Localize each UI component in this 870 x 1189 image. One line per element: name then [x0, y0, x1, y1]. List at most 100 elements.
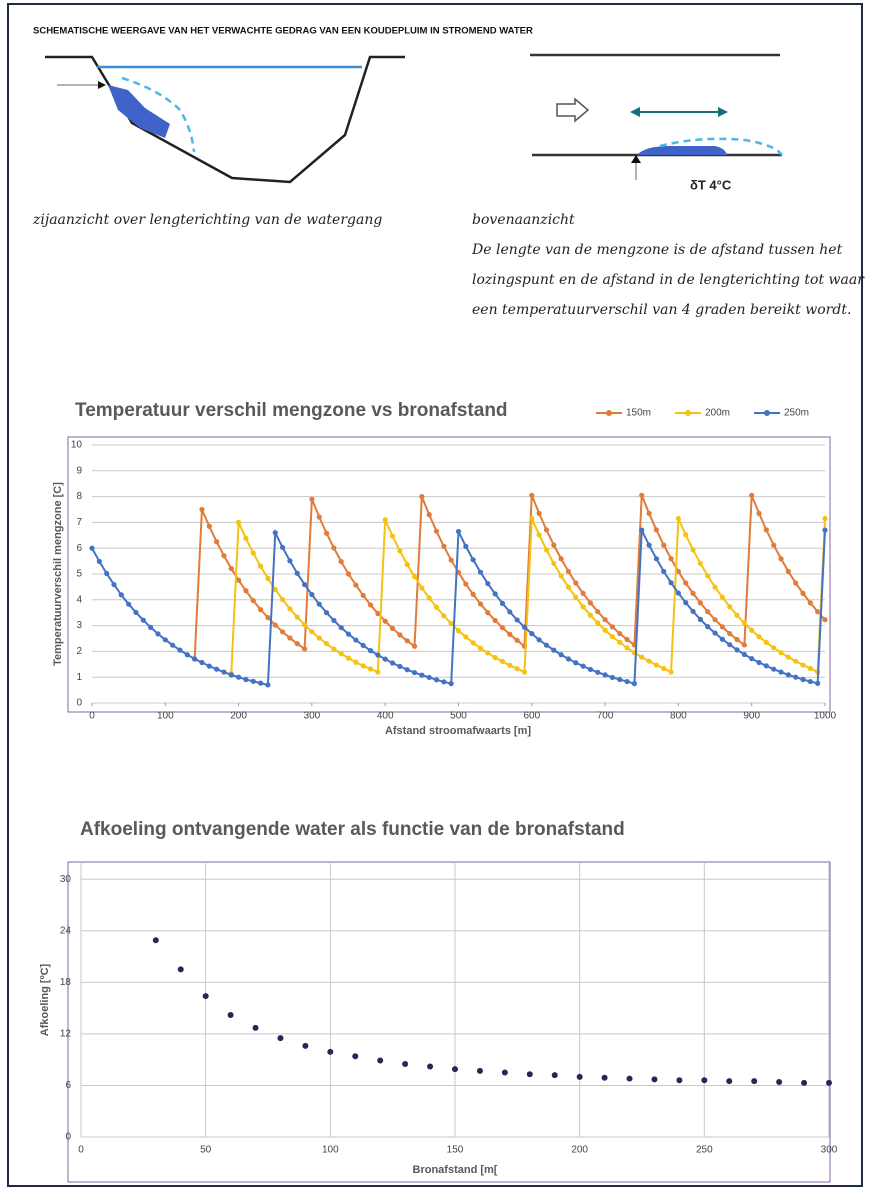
marker	[771, 645, 777, 651]
header-title: SCHEMATISCHE WEERGAVE VAN HET VERWACHTE …	[33, 26, 533, 37]
marker	[778, 669, 784, 675]
point	[476, 1067, 483, 1074]
marker	[529, 515, 535, 522]
marker	[294, 641, 300, 647]
marker	[96, 558, 102, 564]
x-tick-label: 0	[89, 711, 95, 722]
point	[601, 1074, 608, 1081]
x-tick-label: 300	[821, 1145, 838, 1156]
marker	[199, 506, 205, 513]
marker	[800, 676, 806, 683]
legend-label: 200m	[705, 408, 730, 419]
marker	[111, 581, 117, 588]
marker	[587, 612, 594, 618]
marker	[639, 527, 645, 533]
marker	[719, 594, 725, 600]
y-tick-label: 30	[60, 874, 72, 885]
marker	[492, 617, 498, 624]
marker	[419, 494, 425, 500]
x-tick-label: 0	[78, 1145, 84, 1156]
marker	[228, 565, 234, 572]
point	[551, 1072, 558, 1079]
marker	[807, 678, 813, 685]
x-tick-label: 600	[523, 711, 540, 722]
marker	[749, 656, 755, 662]
marker	[741, 620, 747, 626]
marker	[727, 630, 733, 637]
marker	[558, 652, 564, 658]
marker	[697, 560, 703, 567]
marker	[287, 606, 293, 612]
marker	[309, 496, 315, 502]
marker	[529, 630, 535, 637]
x-tick-label: 800	[670, 711, 687, 722]
marker	[345, 571, 352, 577]
marker	[118, 592, 124, 598]
x-tick-label: 1000	[814, 711, 837, 722]
marker	[683, 600, 689, 606]
marker	[705, 609, 711, 615]
x-tick-label: 400	[377, 711, 394, 722]
marker	[221, 669, 227, 675]
plume-edge	[121, 76, 196, 153]
marker	[521, 624, 528, 630]
marker	[624, 645, 630, 651]
marker	[573, 580, 579, 586]
marker	[331, 617, 337, 624]
legend-label: 250m	[784, 408, 809, 419]
arrow-head	[631, 155, 641, 163]
marker	[609, 624, 616, 630]
top-caption: bovenaanzicht	[472, 212, 575, 228]
marker	[514, 666, 520, 672]
marker	[653, 662, 660, 668]
marker	[536, 532, 542, 538]
marker	[345, 631, 352, 637]
point	[427, 1063, 434, 1070]
marker	[470, 591, 476, 597]
marker	[265, 682, 271, 688]
chart-title: Afkoeling ontvangende water als functie …	[80, 819, 625, 840]
marker	[617, 639, 623, 645]
marker	[448, 620, 454, 627]
marker	[580, 590, 586, 596]
marker	[536, 510, 542, 516]
plume-edge	[659, 137, 784, 156]
marker	[499, 625, 506, 631]
marker	[426, 674, 432, 681]
y-axis-label: Afkoeling [ºC]	[39, 963, 51, 1036]
marker	[250, 597, 256, 604]
x-tick-label: 900	[743, 711, 760, 722]
marker	[719, 636, 725, 642]
marker	[514, 637, 520, 643]
x-axis-label: Bronafstand [m[	[413, 1164, 498, 1176]
marker	[448, 681, 454, 687]
point	[801, 1079, 808, 1086]
marker	[426, 512, 432, 518]
y-tick-label: 7	[76, 517, 82, 528]
marker	[455, 628, 462, 634]
y-tick-label: 9	[76, 465, 82, 476]
y-axis-label: Temperatuurverschil mengzone [C]	[52, 482, 64, 666]
marker	[265, 615, 271, 621]
marker	[397, 663, 403, 669]
point	[177, 966, 184, 973]
marker	[316, 514, 322, 520]
marker	[236, 674, 242, 680]
marker	[631, 681, 638, 687]
marker	[697, 600, 703, 606]
marker	[734, 647, 740, 653]
marker	[595, 609, 601, 615]
marker	[243, 676, 249, 683]
y-tick-label: 12	[60, 1029, 72, 1040]
marker	[463, 634, 469, 640]
marker	[236, 519, 242, 526]
plot-frame	[67, 436, 831, 713]
marker	[558, 573, 564, 579]
marker	[441, 679, 447, 685]
marker	[727, 604, 733, 610]
marker	[529, 492, 535, 498]
marker	[609, 634, 616, 640]
marker	[441, 543, 447, 549]
marker	[367, 666, 374, 672]
